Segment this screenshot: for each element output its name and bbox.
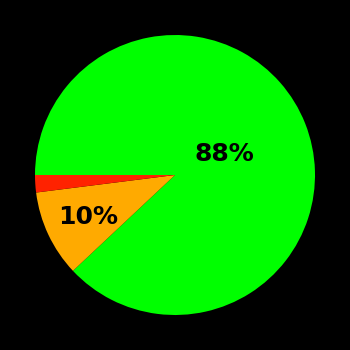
- Text: 88%: 88%: [194, 142, 254, 166]
- Wedge shape: [35, 35, 315, 315]
- Wedge shape: [35, 175, 175, 192]
- Wedge shape: [36, 175, 175, 271]
- Text: 10%: 10%: [58, 205, 118, 229]
